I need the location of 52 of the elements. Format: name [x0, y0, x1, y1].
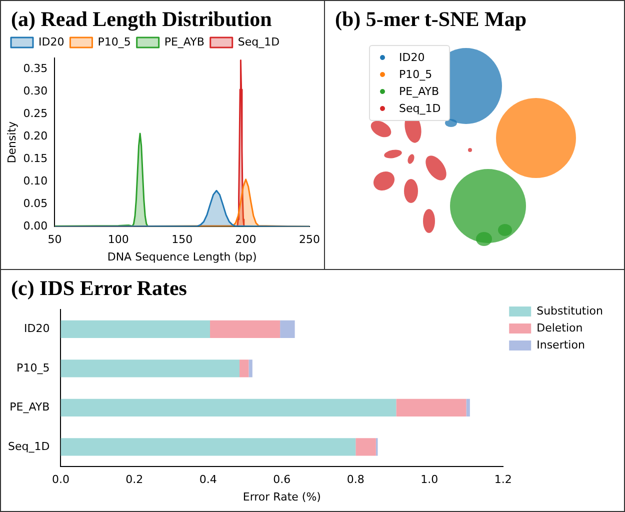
x-tick-label: 250 — [299, 233, 320, 246]
bar — [240, 360, 249, 378]
x-axis-title: Error Rate (%) — [242, 490, 321, 504]
x-tick-label: 0.4 — [199, 473, 217, 486]
x-tick-label: 1.0 — [420, 473, 438, 486]
legend-label: PE_AYB — [164, 35, 204, 48]
x-axis-title: DNA Sequence Length (bp) — [107, 250, 257, 264]
legend-label: ID20 — [38, 35, 64, 48]
y-tick-label: 0.00 — [23, 219, 48, 232]
chart-title: (a) Read Length Distribution — [11, 7, 273, 31]
x-tick-label: 150 — [172, 233, 193, 246]
bar — [356, 438, 376, 456]
y-tick-label: P10_5 — [16, 361, 50, 374]
y-tick-label: ID20 — [24, 322, 50, 336]
x-tick-label: 1.2 — [494, 473, 512, 486]
bar — [60, 398, 396, 417]
x-tick-label: 200 — [235, 233, 256, 246]
legend-label: P10_5 — [98, 35, 131, 48]
y-tick-label: PE_AYB — [10, 400, 50, 414]
x-tick-label: 0.0 — [52, 473, 70, 486]
legend-label: Deletion — [536, 321, 583, 334]
legend-label: Substitution — [536, 304, 604, 318]
legend-label: Insertion — [536, 338, 585, 352]
x-tick-label: 50 — [48, 233, 62, 246]
x-tick-label: 0.8 — [346, 473, 364, 486]
y-axis-title: Density — [5, 120, 18, 164]
y-tick-label: 0.25 — [23, 107, 48, 120]
x-tick-label: 0.2 — [126, 473, 144, 486]
bar — [60, 360, 240, 378]
chart-title: (c) IDS Error Rates — [11, 276, 188, 300]
y-tick-label: 0.35 — [23, 62, 48, 76]
x-tick-label: 0.6 — [273, 473, 291, 486]
text: (b) 5-mer t-SNE Map — [335, 7, 528, 31]
y-tick-label: Seq_1D — [8, 440, 50, 453]
bar — [466, 398, 470, 417]
bar — [60, 438, 356, 456]
legend-label: Seq_1D — [238, 35, 280, 48]
legend-label: Seq_1D — [399, 102, 441, 115]
legend-label: P10_5 — [399, 68, 432, 81]
legend-label: ID20 — [399, 51, 425, 64]
y-tick-label: 0.15 — [23, 152, 48, 166]
bar — [210, 320, 280, 338]
y-tick-label: 0.05 — [23, 196, 48, 210]
y-tick-label: 0.10 — [23, 174, 48, 188]
y-tick-label: 0.30 — [23, 84, 48, 98]
bar — [60, 320, 210, 338]
y-tick-label: 0.20 — [23, 130, 48, 143]
x-tick-label: 100 — [108, 233, 129, 246]
bar — [248, 360, 252, 378]
bar — [396, 398, 466, 417]
bar — [280, 320, 295, 338]
legend-label: PE_AYB — [399, 85, 440, 98]
